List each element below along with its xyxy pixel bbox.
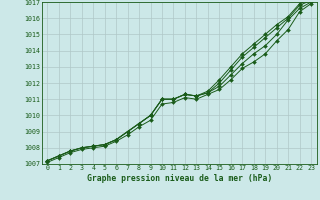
X-axis label: Graphe pression niveau de la mer (hPa): Graphe pression niveau de la mer (hPa) — [87, 174, 272, 183]
